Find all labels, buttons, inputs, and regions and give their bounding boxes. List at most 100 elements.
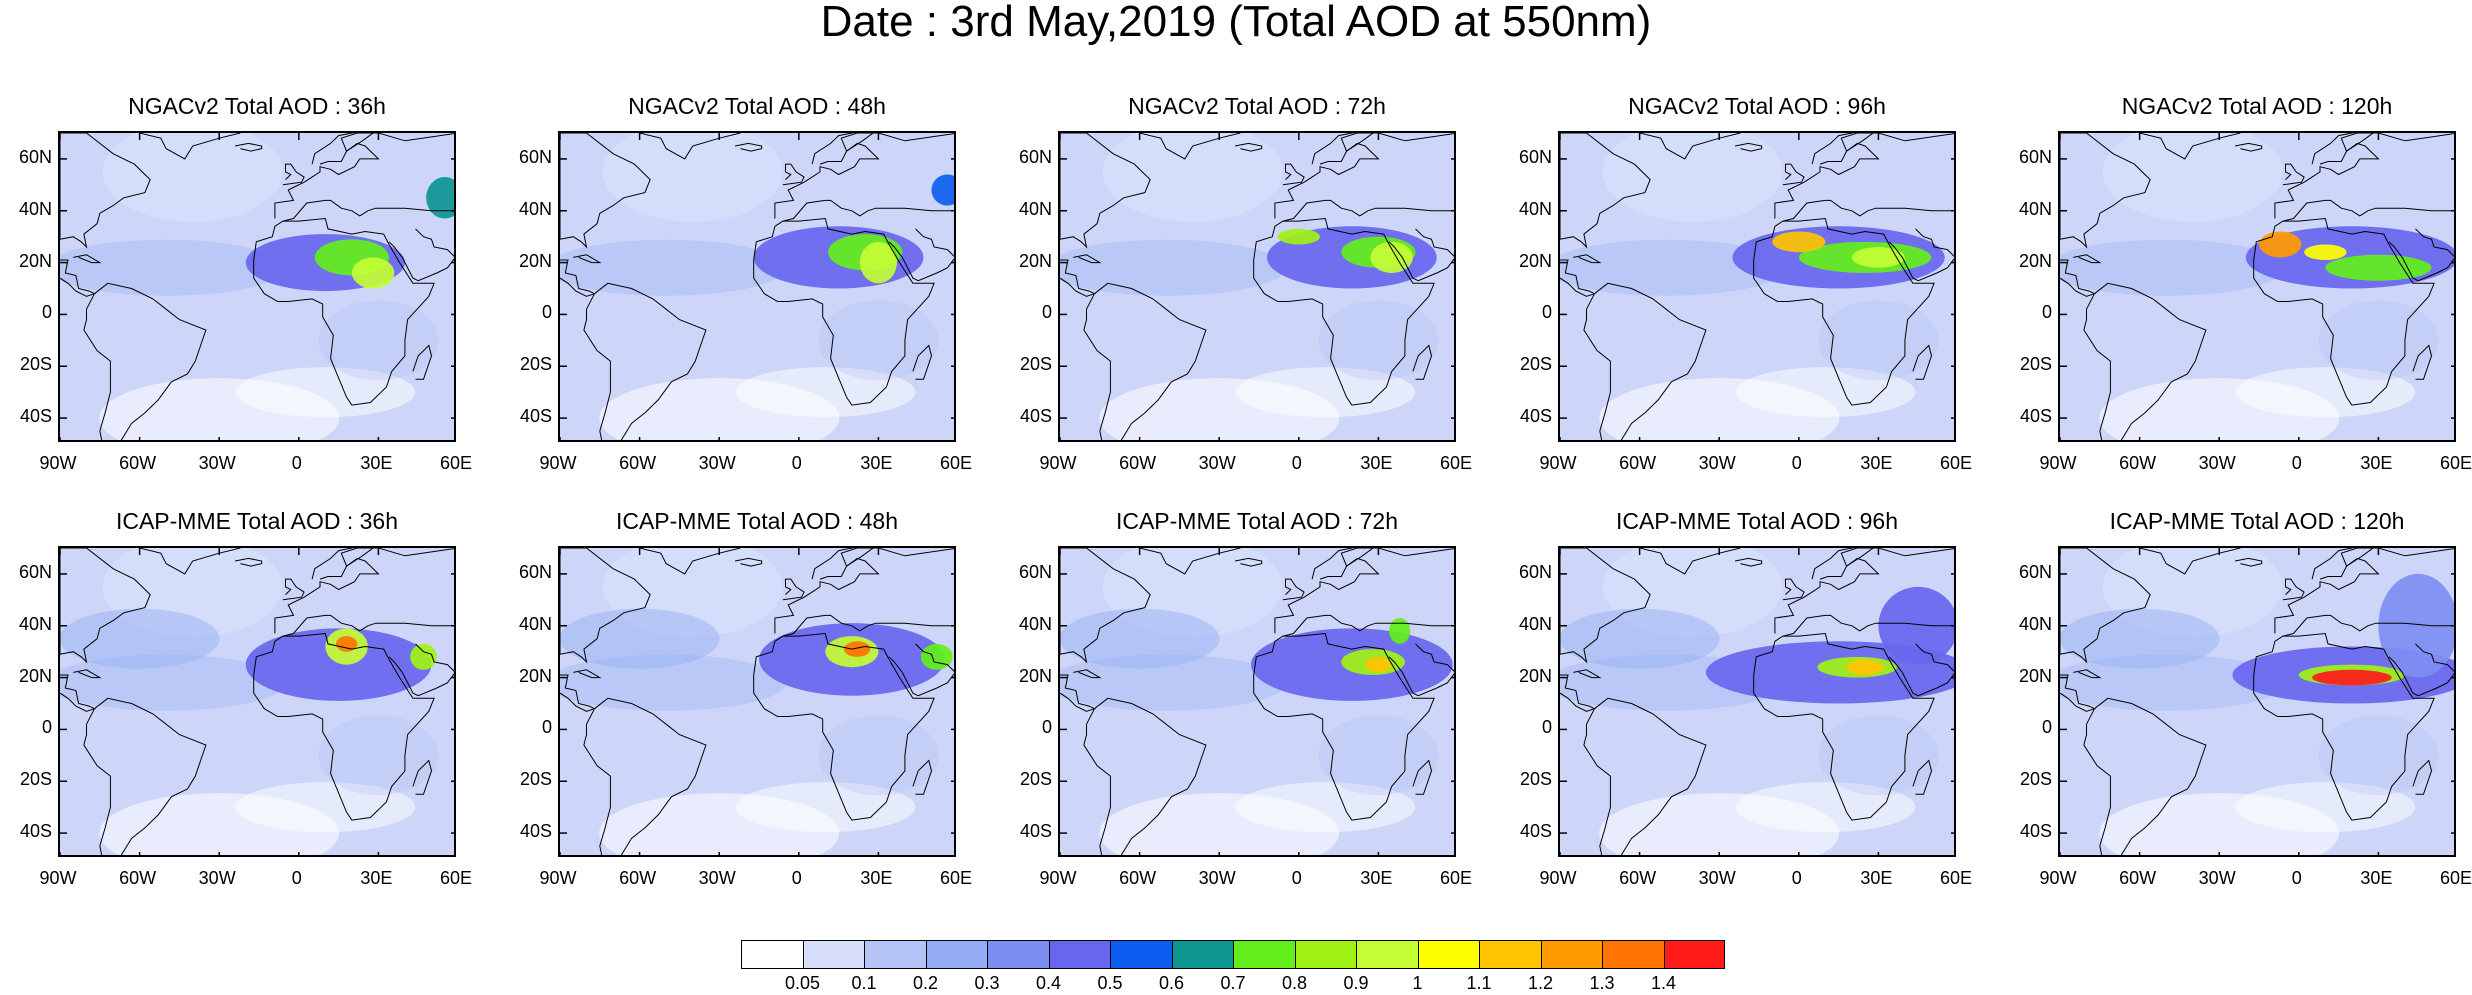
aod-field — [1102, 133, 1283, 222]
aod-map-canvas — [1560, 133, 1954, 440]
aod-field — [859, 241, 897, 284]
aod-field — [102, 133, 283, 222]
aod-field — [1818, 300, 1939, 381]
aod-field — [2325, 254, 2432, 281]
aod-field — [1818, 715, 1939, 796]
coastline — [2060, 133, 2151, 249]
coastline — [782, 163, 805, 186]
aod-field — [2312, 669, 2392, 686]
lon-label: 0 — [2291, 453, 2302, 473]
aod-map — [1558, 131, 1956, 442]
coastline — [560, 133, 651, 249]
lon-label: 0 — [1791, 453, 1802, 473]
aod-field — [1102, 548, 1283, 637]
coastline — [560, 674, 596, 712]
aod-field — [1365, 656, 1392, 673]
coastline — [1782, 163, 1805, 186]
aod-map-canvas — [2060, 548, 2454, 855]
lon-label: 30E — [1860, 868, 1893, 888]
coastline — [1412, 344, 1433, 380]
coastline — [1083, 282, 1207, 440]
colorbar-label: 1.1 — [1466, 973, 1492, 993]
coastline — [388, 228, 454, 282]
colorbar-label: 0.6 — [1158, 973, 1185, 993]
lon-label: 60W — [119, 453, 157, 473]
coastline — [2311, 133, 2374, 165]
panel-title: ICAP-MME Total AOD : 48h — [615, 508, 899, 534]
aod-map — [1058, 131, 1456, 442]
aod-field — [602, 548, 783, 637]
lon-label: 60E — [2439, 868, 2472, 888]
coastline — [2060, 674, 2096, 712]
lon-label: 60W — [1119, 453, 1157, 473]
lat-label: 40S — [19, 821, 52, 842]
lat-label: 40S — [2019, 821, 2052, 842]
panel-title: NGACv2 Total AOD : 96h — [1628, 93, 1886, 119]
lat-label: 20S — [1519, 354, 1552, 375]
aod-field — [235, 367, 416, 418]
colorbar-label: 0.7 — [1220, 973, 1246, 993]
coastline — [1073, 669, 1102, 679]
aod-field — [2060, 654, 2287, 711]
coastline — [1274, 548, 1454, 637]
panel-title: NGACv2 Total AOD : 72h — [1128, 93, 1386, 119]
lat-label: 20S — [19, 354, 52, 375]
lon-label: 60E — [439, 453, 473, 473]
aod-map — [558, 546, 956, 857]
coastline — [282, 163, 305, 186]
coastline — [2282, 163, 2305, 186]
aod-field — [2318, 300, 2439, 381]
coastline — [2412, 344, 2433, 380]
lon-label: 60E — [1939, 453, 1973, 473]
aod-map — [58, 131, 456, 442]
lon-label: 0 — [2291, 868, 2302, 888]
coastline — [2060, 259, 2096, 297]
aod-field — [1846, 659, 1884, 675]
coastline — [60, 548, 151, 664]
coastline — [1753, 217, 1935, 406]
coastline — [412, 759, 433, 795]
aod-field — [1772, 231, 1826, 253]
lat-label: 20N — [1018, 250, 1052, 271]
lat-label: 60N — [18, 561, 52, 582]
lat-label: 20S — [1019, 769, 1052, 790]
aod-field — [1389, 617, 1411, 644]
coastline — [1573, 669, 1602, 679]
lon-label: 60E — [939, 868, 973, 888]
lat-label: 20S — [1519, 769, 1552, 790]
coastline — [1782, 578, 1805, 601]
aod-field — [1602, 133, 1783, 222]
colorbar-swatch — [1294, 940, 1357, 969]
coastline — [1888, 228, 1954, 282]
coastline — [2073, 254, 2102, 264]
lon-label: 90W — [2039, 453, 2077, 473]
aod-field — [818, 300, 939, 381]
coastline — [60, 674, 96, 712]
coastline — [2073, 669, 2102, 679]
aod-field — [1560, 608, 1720, 669]
aod-map-canvas — [2060, 133, 2454, 440]
coastline — [1560, 548, 1651, 664]
panel-title: ICAP-MME Total AOD : 96h — [1615, 508, 1899, 534]
aod-field — [1235, 782, 1416, 833]
coastline — [1912, 759, 1933, 795]
coastline — [1253, 632, 1435, 821]
lat-label: 20N — [518, 665, 552, 686]
lat-label: 20N — [1018, 665, 1052, 686]
lat-label: 40N — [1518, 613, 1552, 634]
lon-label: 60E — [1939, 868, 1973, 888]
colorbar-label: 0.8 — [1281, 973, 1308, 993]
colorbar-swatch — [1540, 940, 1603, 969]
aod-field — [1277, 228, 1321, 245]
lon-label: 30E — [1360, 453, 1393, 473]
coastline — [912, 344, 933, 380]
lat-label: 20N — [1518, 665, 1552, 686]
colorbar-swatch — [741, 940, 804, 969]
aod-field — [2102, 548, 2283, 637]
lon-label: 30E — [360, 868, 393, 888]
lon-label: 30W — [1198, 868, 1236, 888]
lat-label: 20N — [2018, 250, 2052, 271]
colorbar-swatch — [1356, 940, 1419, 969]
colorbar-swatch — [987, 940, 1050, 969]
aod-field — [1735, 367, 1916, 418]
